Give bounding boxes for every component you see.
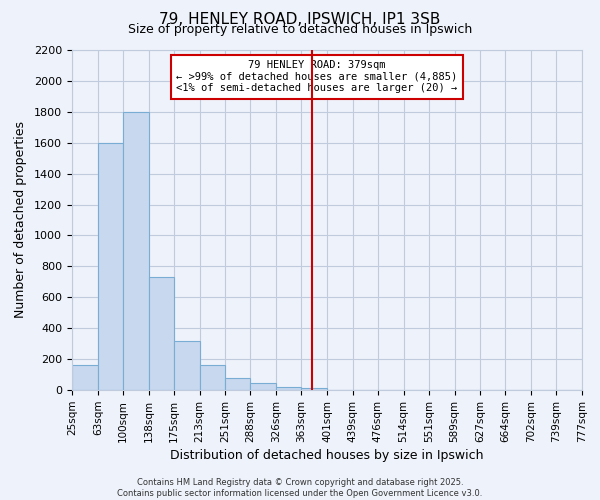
Bar: [98, 142, 123, 390]
Text: 79, HENLEY ROAD, IPSWICH, IP1 3SB: 79, HENLEY ROAD, IPSWICH, IP1 3SB: [160, 12, 440, 28]
Bar: [123, 112, 149, 390]
Text: Size of property relative to detached houses in Ipswich: Size of property relative to detached ho…: [128, 22, 472, 36]
Bar: [250, 383, 276, 390]
Bar: [199, 366, 225, 390]
Y-axis label: Number of detached properties: Number of detached properties: [14, 122, 27, 318]
Bar: [301, 388, 327, 390]
X-axis label: Distribution of detached houses by size in Ipswich: Distribution of detached houses by size …: [170, 449, 484, 462]
Text: Contains HM Land Registry data © Crown copyright and database right 2025.
Contai: Contains HM Land Registry data © Crown c…: [118, 478, 482, 498]
Bar: [276, 387, 301, 390]
Bar: [149, 277, 174, 390]
Bar: [72, 366, 98, 390]
Text: 79 HENLEY ROAD: 379sqm
← >99% of detached houses are smaller (4,885)
<1% of semi: 79 HENLEY ROAD: 379sqm ← >99% of detache…: [176, 60, 457, 94]
Bar: [225, 378, 250, 390]
Bar: [174, 340, 199, 390]
